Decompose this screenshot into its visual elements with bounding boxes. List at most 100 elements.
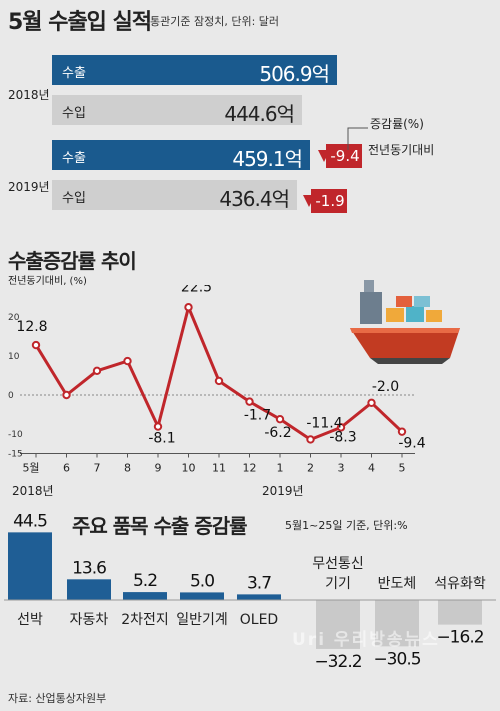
x-tick-label: 7 bbox=[94, 462, 101, 475]
item-value-label: −30.5 bbox=[373, 649, 420, 669]
x-tick-label: 5월 bbox=[22, 462, 39, 475]
data-label: -9.4 bbox=[398, 436, 425, 452]
legend-text-2: 전년동기대비 bbox=[368, 143, 435, 157]
change-box-bg bbox=[311, 189, 347, 213]
bar-2018-import: 수입 444.6억 bbox=[52, 95, 302, 126]
item-bar bbox=[316, 600, 360, 649]
bar-kind-label: 수출 bbox=[62, 151, 86, 166]
change-value: -1.9 bbox=[315, 192, 344, 210]
data-point bbox=[92, 366, 102, 376]
item-bar bbox=[438, 600, 482, 625]
data-point bbox=[214, 376, 224, 386]
data-point bbox=[123, 356, 132, 366]
section3-title: 주요 품목 수출 증감률 bbox=[72, 514, 247, 538]
item-category-label: 2차전지 bbox=[121, 612, 169, 628]
bar-2018-export: 수출 506.9억 bbox=[52, 55, 337, 86]
section1-title: 5월 수출입 실적 bbox=[8, 10, 152, 35]
data-point bbox=[153, 422, 163, 431]
item-value-label: 3.7 bbox=[247, 573, 271, 593]
data-point bbox=[62, 390, 71, 400]
x-tick-label: 2 bbox=[307, 462, 314, 475]
change-box-bg bbox=[326, 144, 362, 168]
x-tick-label: 1 bbox=[277, 462, 284, 475]
item-value-label: 5.2 bbox=[133, 571, 157, 591]
item-category-label: 일반기계 bbox=[176, 612, 228, 628]
item-category-label: 선박 bbox=[17, 612, 43, 628]
cargo-ship-icon bbox=[350, 280, 460, 364]
item-value-label: 44.5 bbox=[13, 511, 47, 531]
legend-connector bbox=[347, 127, 368, 150]
item-category-label: 기기 bbox=[325, 576, 351, 592]
y-tick-label: -10 bbox=[8, 430, 23, 440]
item-category-label: OLED bbox=[240, 612, 278, 628]
data-label: -2.0 bbox=[372, 379, 399, 395]
bar-value: 444.6억 bbox=[224, 102, 295, 126]
item-value-label: 5.0 bbox=[190, 571, 214, 591]
x-tick-label: 8 bbox=[124, 462, 131, 475]
data-point bbox=[306, 435, 315, 444]
year-label-2018: 2018년 bbox=[8, 88, 50, 102]
bar-value: 436.4억 bbox=[219, 187, 290, 211]
section1-subtitle: 통관기준 잠정치, 단위: 달러 bbox=[150, 15, 280, 28]
item-value-label: 13.6 bbox=[72, 558, 106, 578]
bar-kind-label: 수입 bbox=[62, 191, 86, 206]
item-bar bbox=[237, 594, 281, 600]
item-bar bbox=[67, 579, 111, 600]
y-tick-label: 10 bbox=[8, 352, 20, 362]
legend-line bbox=[347, 127, 368, 150]
bar-2019-import: 수입 436.4억 bbox=[52, 180, 297, 211]
item-bar bbox=[8, 532, 52, 600]
legend-text-1: 증감률(%) bbox=[370, 117, 424, 131]
bar-value: 459.1억 bbox=[232, 147, 303, 171]
section2-unit: 전년동기대비, (%) bbox=[8, 276, 87, 287]
source-credit: 자료: 산업통상자원부 bbox=[8, 692, 107, 705]
x-tick-label: 9 bbox=[155, 462, 162, 475]
x-tick-label: 11 bbox=[212, 462, 226, 475]
item-bar bbox=[180, 592, 224, 600]
change-box-export: -9.4 bbox=[318, 144, 362, 168]
data-point bbox=[367, 398, 376, 408]
line-chart: 20 10 0 -10 -15 12.8 -8.1 22.5 -1.7-6.2 -11.4-8.… bbox=[8, 285, 426, 475]
bar-kind-label: 수출 bbox=[62, 66, 86, 81]
x-tick-label: 10 bbox=[182, 462, 196, 475]
data-point bbox=[275, 414, 285, 424]
section3-subtitle: 5월1~25일 기준, 단위:% bbox=[285, 519, 408, 532]
down-arrow-icon bbox=[318, 150, 330, 162]
year-label-2019-axis: 2019년 bbox=[262, 484, 304, 498]
item-category-label: 자동차 bbox=[70, 612, 109, 628]
data-label: -8.3 bbox=[329, 429, 356, 445]
data-label: 22.5 bbox=[181, 285, 212, 295]
down-arrow-icon bbox=[303, 195, 315, 207]
item-value-label: −16.2 bbox=[436, 628, 483, 648]
data-point bbox=[336, 423, 346, 432]
data-label: 12.8 bbox=[16, 319, 47, 335]
data-label: -6.2 bbox=[264, 425, 291, 441]
section2-title: 수출증감률 추이 bbox=[8, 249, 137, 273]
x-tick-label: 4 bbox=[368, 462, 375, 475]
x-tick-label: 5 bbox=[399, 462, 406, 475]
x-tick-label: 12 bbox=[243, 462, 257, 475]
item-bar bbox=[375, 600, 419, 647]
y-tick-label: 0 bbox=[8, 391, 14, 401]
data-point bbox=[31, 340, 41, 350]
change-box-import: -1.9 bbox=[303, 189, 347, 213]
data-point bbox=[184, 303, 193, 312]
x-tick-label: 3 bbox=[338, 462, 345, 475]
item-bar bbox=[123, 592, 167, 600]
data-label: -1.7 bbox=[244, 408, 271, 424]
watermark: Uri 우리방송뉴스 bbox=[292, 630, 440, 650]
bar-value: 506.9억 bbox=[259, 62, 330, 86]
item-category-label: 무선통신 bbox=[312, 556, 364, 572]
item-value-label: −32.2 bbox=[314, 652, 361, 672]
bar-2019-export: 수출 459.1억 bbox=[52, 140, 310, 171]
change-value: -9.4 bbox=[330, 147, 359, 165]
item-category-label: 석유화학 bbox=[434, 576, 486, 592]
bar-kind-label: 수입 bbox=[62, 106, 86, 121]
year-label-2018-axis: 2018년 bbox=[12, 484, 54, 498]
data-point bbox=[397, 427, 407, 436]
data-label: -8.1 bbox=[148, 431, 175, 447]
year-label-2019: 2019년 bbox=[8, 180, 50, 194]
item-bar-chart: 44.5 13.6 5.2 5.0 3.7 −32.2 −30.5 −16.2 선박 자동차 2차… bbox=[4, 511, 496, 672]
item-category-label: 반도체 bbox=[378, 576, 417, 592]
data-label: -11.4 bbox=[306, 415, 342, 431]
